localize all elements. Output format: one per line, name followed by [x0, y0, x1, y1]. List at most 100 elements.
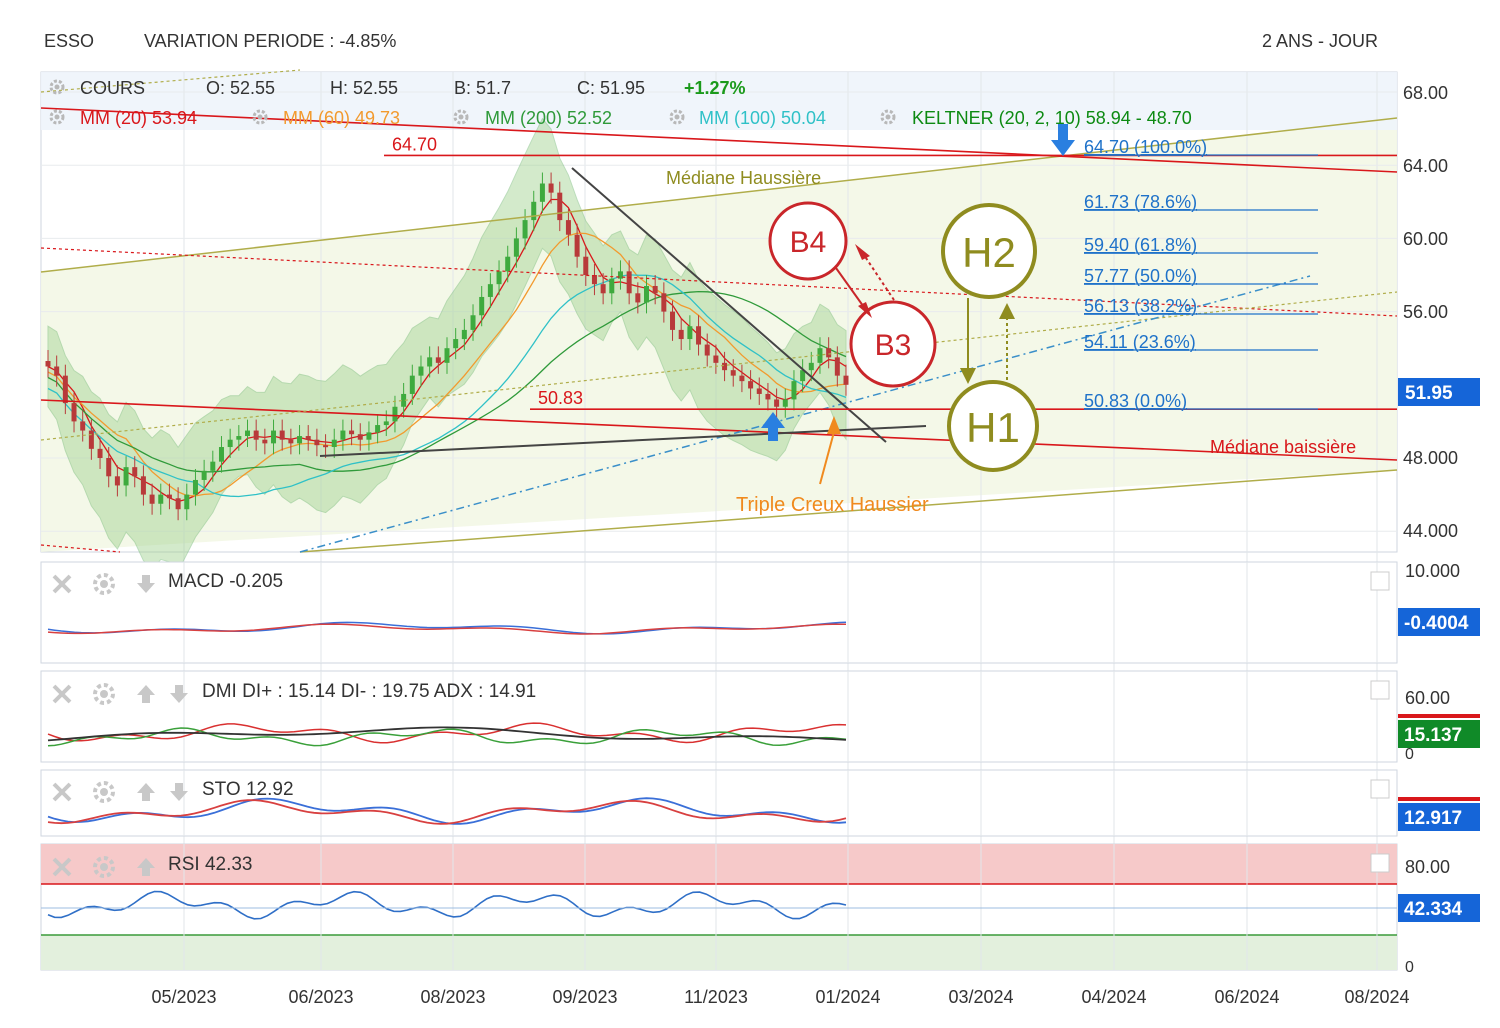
y-tick-label: 48.000 [1403, 448, 1458, 468]
fib-label: 64.70 (100.0%) [1084, 137, 1207, 157]
candle-body [739, 375, 745, 382]
b3-b4-head [855, 244, 870, 260]
gear-icon[interactable] [93, 856, 115, 878]
gear-hub [54, 114, 60, 120]
sto-badge-value: 12.917 [1404, 808, 1462, 829]
panel-checkbox[interactable] [1370, 680, 1390, 700]
candle-body [644, 285, 649, 303]
gear-icon[interactable] [93, 683, 115, 705]
rsi-y-tick: 0 [1405, 959, 1414, 976]
candle-body [522, 220, 528, 239]
arrow-down-icon[interactable] [137, 575, 155, 593]
gear-hub [885, 114, 891, 120]
candle-body [626, 271, 632, 294]
gear-hub [100, 788, 108, 796]
arrow-up-icon[interactable] [137, 783, 155, 801]
triple-arrow [819, 431, 835, 485]
macd-badge [1398, 608, 1480, 636]
candle-body [617, 271, 623, 279]
candle-body [331, 439, 337, 448]
x-tick-label: 04/2024 [1081, 987, 1146, 1007]
sto-badge [1398, 803, 1480, 831]
fib-label: 56.13 (38.2%) [1084, 296, 1197, 316]
arrow-down-icon[interactable] [170, 783, 188, 801]
sto-d-line [47, 799, 847, 825]
candle-body [748, 381, 754, 389]
di-minus-line [47, 727, 847, 747]
legend-ohlc: C: 51.95 [577, 78, 645, 98]
candle-body [774, 399, 780, 407]
resistance-dotted [40, 247, 1398, 317]
candle-body [62, 375, 68, 404]
rsi-y-tick: 80.00 [1405, 857, 1450, 877]
arrow-up-icon[interactable] [137, 858, 155, 876]
candle-body [245, 430, 250, 437]
candle-body [496, 271, 502, 285]
candle-body [444, 348, 450, 363]
panel-checkbox[interactable] [1370, 779, 1390, 799]
gear-icon[interactable] [49, 79, 65, 95]
gear-hub [100, 863, 108, 871]
candle-body [383, 421, 389, 426]
timeframe[interactable]: 2 ANS - JOUR [1262, 31, 1379, 51]
legend-ohlc: O: 52.55 [206, 78, 275, 98]
gear-icon[interactable] [453, 109, 469, 125]
candle-body [97, 448, 103, 458]
close-icon[interactable] [52, 782, 72, 802]
macd-badge-value: -0.4004 [1404, 613, 1469, 634]
rsi-oversold-zone [41, 935, 1397, 970]
x-stroke [52, 782, 72, 802]
candle-body [184, 494, 190, 510]
gear-hub [674, 114, 680, 120]
candle-body [149, 494, 155, 504]
x-tick-label: 11/2023 [684, 987, 748, 1007]
candle-body [106, 458, 112, 477]
gear-icon[interactable] [93, 573, 115, 595]
legend-ma-1: MM (60) 49.73 [283, 108, 400, 128]
median-up-label: Médiane Haussière [666, 168, 821, 188]
close-icon[interactable] [52, 684, 72, 704]
panel-checkbox[interactable] [1370, 853, 1390, 873]
gear-icon[interactable] [252, 109, 268, 125]
y-tick-label: 60.00 [1403, 229, 1448, 249]
candle-body [557, 192, 563, 221]
candle-body [427, 357, 433, 367]
median-down-line [40, 399, 1398, 461]
channel-low-line [299, 469, 1398, 553]
candle-body [756, 388, 762, 394]
close-icon[interactable] [52, 857, 72, 877]
dmi-y-tick: 60.00 [1405, 688, 1450, 708]
candle-body [539, 183, 545, 202]
arrow-down-icon[interactable] [170, 685, 188, 703]
y-tick-label: 56.00 [1403, 302, 1448, 322]
candle-body [71, 403, 77, 422]
gear-hub [458, 114, 464, 120]
close-icon[interactable] [52, 574, 72, 594]
x-stroke [52, 684, 72, 704]
legend-ohlc: +1.27% [684, 78, 746, 98]
candle-body [687, 326, 693, 340]
top-dotted [40, 69, 301, 93]
candle-body [826, 348, 832, 358]
bottom-dotted [40, 544, 121, 553]
candle-body [808, 362, 814, 371]
last-price-value: 51.95 [1405, 383, 1453, 404]
fib-label: 54.11 (23.6%) [1084, 332, 1196, 352]
gear-icon[interactable] [49, 109, 65, 125]
gear-icon[interactable] [93, 781, 115, 803]
panel-checkbox[interactable] [1370, 571, 1390, 591]
h2-h1-head [960, 368, 976, 384]
b4-circle [768, 201, 848, 281]
candle-body [253, 430, 259, 440]
gear-icon[interactable] [880, 109, 896, 125]
gear-ring [49, 109, 65, 125]
legend-ma-3: MM (100) 50.04 [699, 108, 826, 128]
candle-body [54, 366, 60, 376]
gear-icon[interactable] [669, 109, 685, 125]
arrow-up-icon[interactable] [137, 685, 155, 703]
fib-label: 61.73 (78.6%) [1084, 192, 1197, 212]
gear-hub [100, 690, 108, 698]
triple-bottom-line [319, 425, 927, 457]
candle-body [470, 315, 476, 330]
